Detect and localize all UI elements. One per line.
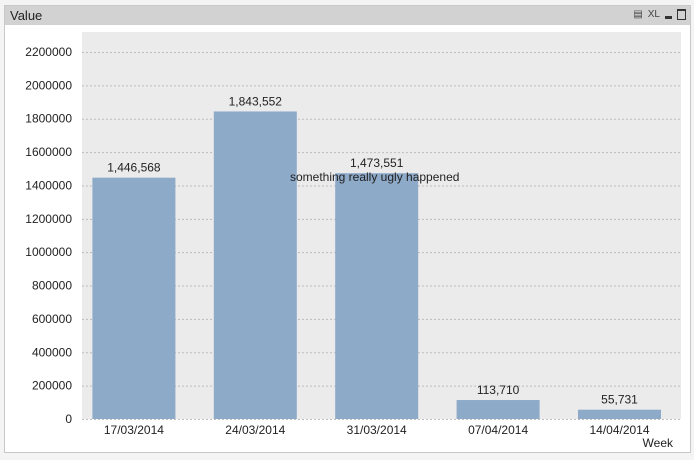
y-tick-label: 600000 — [32, 312, 72, 326]
y-tick-label: 200000 — [32, 379, 72, 393]
value-label: 1,446,568 — [107, 161, 161, 175]
bar — [335, 173, 419, 419]
export-excel-button[interactable]: XL — [647, 9, 660, 20]
x-tick-label: 24/03/2014 — [225, 423, 285, 437]
y-tick-label: 800000 — [32, 279, 72, 293]
x-axis-title: Week — [643, 436, 674, 450]
value-label: 1,843,552 — [229, 94, 283, 108]
print-icon[interactable]: ▤ — [633, 9, 643, 20]
y-tick-label: 1000000 — [25, 245, 72, 259]
x-tick-label: 14/04/2014 — [589, 423, 649, 437]
y-tick-label: 400000 — [32, 345, 72, 359]
value-label: 55,731 — [601, 393, 638, 407]
bar — [456, 400, 540, 419]
maximize-icon[interactable] — [677, 9, 686, 20]
y-tick-label: 1200000 — [25, 212, 72, 226]
bar — [92, 177, 176, 419]
x-tick-label: 07/04/2014 — [468, 423, 528, 437]
y-tick-label: 2200000 — [25, 45, 72, 59]
bar — [578, 409, 661, 419]
x-tick-label: 17/03/2014 — [104, 423, 164, 437]
annotation: something really ugly happened — [290, 170, 459, 184]
title-bar: Value ▤ XL — [5, 6, 690, 25]
y-tick-label: 1400000 — [25, 178, 72, 192]
bar — [213, 111, 297, 419]
y-tick-label: 1600000 — [25, 145, 72, 159]
y-tick-label: 1800000 — [25, 112, 72, 126]
minimize-icon[interactable] — [665, 15, 672, 19]
y-tick-label: 0 — [65, 412, 72, 426]
value-label: 113,710 — [477, 383, 520, 397]
y-tick-label: 2000000 — [25, 78, 72, 92]
x-tick-label: 31/03/2014 — [347, 423, 407, 437]
value-label: 1,473,551 — [350, 156, 404, 170]
chart-title: Value — [10, 8, 43, 23]
